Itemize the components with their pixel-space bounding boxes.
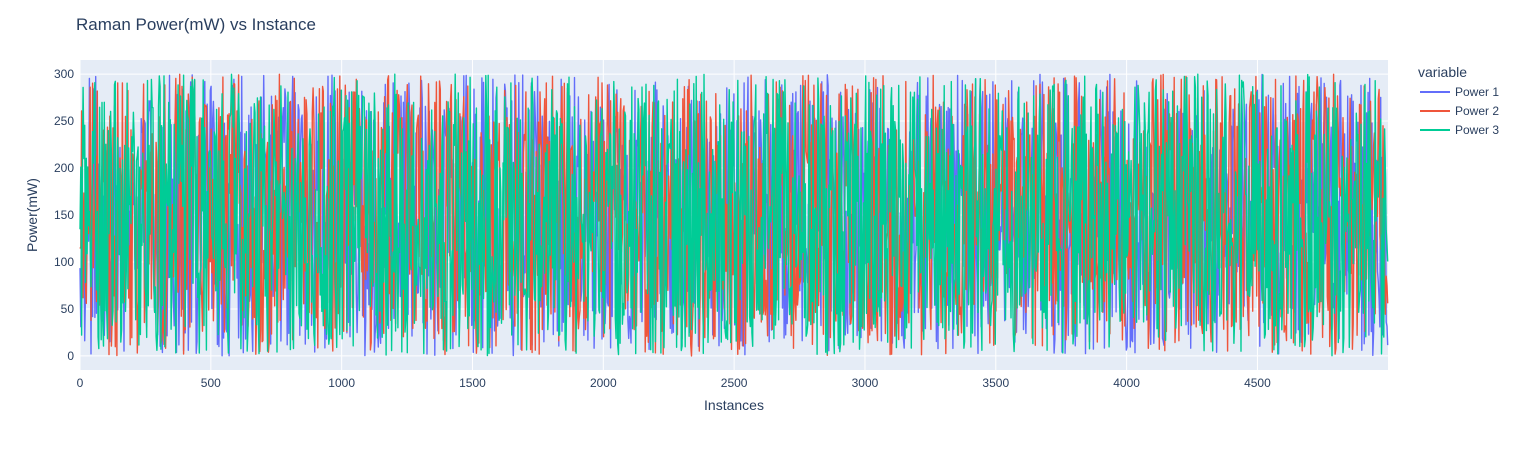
x-tick-label: 4000: [1113, 376, 1140, 390]
x-tick-label: 4500: [1244, 376, 1271, 390]
x-tick-label: 1500: [459, 376, 486, 390]
legend-title: variable: [1418, 64, 1467, 80]
x-tick-label: 1000: [328, 376, 355, 390]
y-tick-label: 150: [54, 208, 74, 222]
legend: variable Power 1 Power 2 Power 3: [1418, 64, 1499, 137]
x-tick-label: 500: [201, 376, 221, 390]
y-axis-ticks: 0 50 100 150 200 250 300: [54, 67, 74, 363]
x-axis-ticks: 0 500 1000 1500 2000 2500 3000 3500 4000 4500: [77, 376, 1271, 390]
legend-label-2[interactable]: Power 2: [1455, 104, 1499, 118]
series-group: [79, 73, 1389, 357]
x-tick-label: 2500: [721, 376, 748, 390]
y-tick-label: 100: [54, 255, 74, 269]
x-tick-label: 0: [77, 376, 84, 390]
chart-title: Raman Power(mW) vs Instance: [76, 15, 316, 34]
x-axis-title: Instances: [704, 397, 764, 413]
y-axis-title: Power(mW): [24, 178, 40, 252]
legend-label-3[interactable]: Power 3: [1455, 123, 1499, 137]
y-tick-label: 50: [61, 302, 75, 316]
y-tick-label: 300: [54, 67, 74, 81]
x-tick-label: 3000: [852, 376, 879, 390]
x-tick-label: 2000: [590, 376, 617, 390]
legend-label-1[interactable]: Power 1: [1455, 85, 1499, 99]
y-tick-label: 200: [54, 161, 74, 175]
x-tick-label: 3500: [982, 376, 1009, 390]
y-tick-label: 250: [54, 114, 74, 128]
series-line-3[interactable]: [79, 73, 1389, 357]
y-tick-label: 0: [67, 349, 74, 363]
